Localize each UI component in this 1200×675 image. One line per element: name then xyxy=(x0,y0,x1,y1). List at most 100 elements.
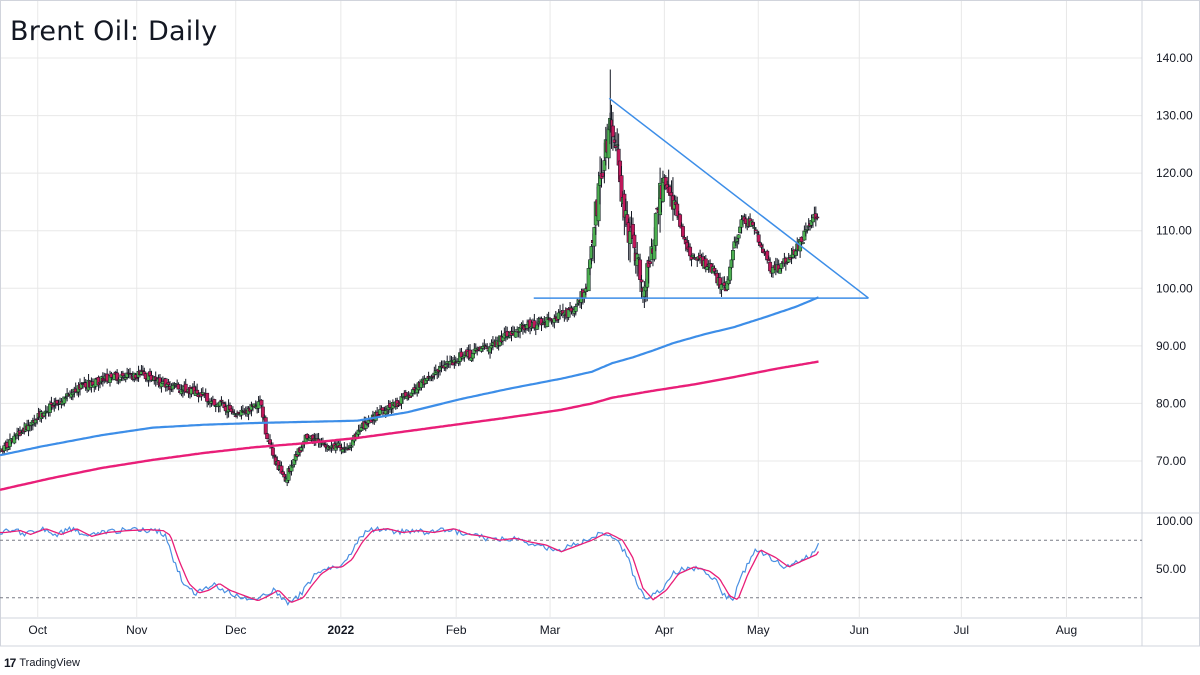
candle-body xyxy=(756,234,761,243)
time-axis-label: Mar xyxy=(540,623,561,637)
candle xyxy=(120,370,125,382)
candle-body xyxy=(653,213,658,246)
candle xyxy=(205,392,210,408)
candle xyxy=(573,304,578,316)
candle-body xyxy=(675,203,680,217)
candle-body xyxy=(573,306,578,312)
candle-body xyxy=(265,433,270,440)
candle-body xyxy=(688,246,693,257)
candle xyxy=(592,226,597,264)
candle-body xyxy=(682,237,687,240)
time-axis-label: Feb xyxy=(446,623,467,637)
time-axis-label: May xyxy=(747,623,770,637)
candle xyxy=(639,274,644,299)
time-axis-label: Jul xyxy=(954,623,969,637)
candle-body xyxy=(290,465,295,468)
moving-average-slow xyxy=(0,360,819,491)
brand-text: TradingView xyxy=(19,657,80,669)
candle-body xyxy=(753,229,758,232)
time-axis-label: Oct xyxy=(28,623,47,637)
time-axis-label: Aug xyxy=(1056,623,1077,637)
candle-body xyxy=(731,250,735,261)
price-axis-label: 140.00 xyxy=(1156,51,1193,65)
candle-body xyxy=(120,372,125,377)
candle xyxy=(771,266,775,278)
candle xyxy=(265,432,270,440)
time-axis-label: Jun xyxy=(850,623,869,637)
price-axis-label: 120.00 xyxy=(1156,166,1193,180)
grid-lines xyxy=(0,0,1142,617)
candle-body xyxy=(270,447,275,456)
candle xyxy=(289,460,294,476)
candle-body xyxy=(535,324,540,330)
tradingview-logo-icon: 17 xyxy=(4,656,16,670)
candle-body xyxy=(513,331,518,338)
candle xyxy=(545,313,550,328)
candle-body xyxy=(376,414,381,416)
moving-average-fast xyxy=(0,296,819,457)
chart-title: Brent Oil: Daily xyxy=(10,16,218,47)
candle xyxy=(376,414,381,417)
candle-body xyxy=(212,399,217,406)
chart-frame xyxy=(0,0,1200,647)
candle xyxy=(346,447,351,451)
candle-body xyxy=(632,234,637,249)
stochastic-d-line xyxy=(0,528,820,603)
candle xyxy=(653,212,658,252)
candle-body xyxy=(648,261,653,264)
trendline-resistance xyxy=(608,97,869,299)
candle xyxy=(801,242,805,245)
candle-body xyxy=(736,234,741,239)
candle-body xyxy=(195,389,200,394)
candle xyxy=(349,445,354,452)
candle xyxy=(648,258,653,268)
candle xyxy=(675,196,680,220)
time-axis-label: Apr xyxy=(655,623,674,637)
candle-body xyxy=(639,279,644,283)
candle-body xyxy=(680,226,685,237)
candle-body xyxy=(62,396,67,404)
candle-body xyxy=(289,465,294,472)
candle-body xyxy=(801,242,805,244)
candle-body xyxy=(602,160,607,171)
price-axis-label: 100.00 xyxy=(1156,281,1193,295)
candle xyxy=(753,227,758,232)
price-axis-label: 80.00 xyxy=(1156,396,1186,410)
brand-mark: 17 TradingView xyxy=(4,656,80,670)
candle-body xyxy=(545,317,550,327)
candle-body xyxy=(349,446,354,448)
price-axis-label: 90.00 xyxy=(1156,339,1186,353)
candle-body xyxy=(263,417,268,435)
price-axis-label: 130.00 xyxy=(1156,109,1193,123)
candle xyxy=(736,234,741,245)
candle xyxy=(610,111,615,151)
candle-body xyxy=(768,261,773,272)
price-axis-label: 70.00 xyxy=(1156,454,1186,468)
candle xyxy=(680,223,685,239)
candle-body xyxy=(219,399,224,402)
price-axis-label: 110.00 xyxy=(1156,224,1192,238)
oscillator-axis-label: 100.00 xyxy=(1156,514,1193,528)
candlestick-series xyxy=(0,104,820,487)
candle xyxy=(535,318,540,330)
candle xyxy=(768,257,773,273)
candle-body xyxy=(592,227,597,247)
time-axis-label: Dec xyxy=(225,623,246,637)
candle-body xyxy=(610,125,615,138)
candle xyxy=(263,415,268,435)
time-axis-label: Nov xyxy=(126,623,147,637)
oscillator-axis-label: 50.00 xyxy=(1156,562,1186,576)
candle-body xyxy=(586,268,591,292)
candle-body xyxy=(259,399,264,406)
candle xyxy=(815,213,820,221)
candle-body xyxy=(205,392,210,402)
candle xyxy=(219,396,224,405)
candle xyxy=(513,330,518,338)
candle xyxy=(260,404,265,424)
candle-body xyxy=(268,439,272,445)
candle-body xyxy=(815,216,820,219)
time-axis-label: 2022 xyxy=(327,623,354,637)
candle xyxy=(212,398,217,406)
candle-body xyxy=(771,267,775,274)
